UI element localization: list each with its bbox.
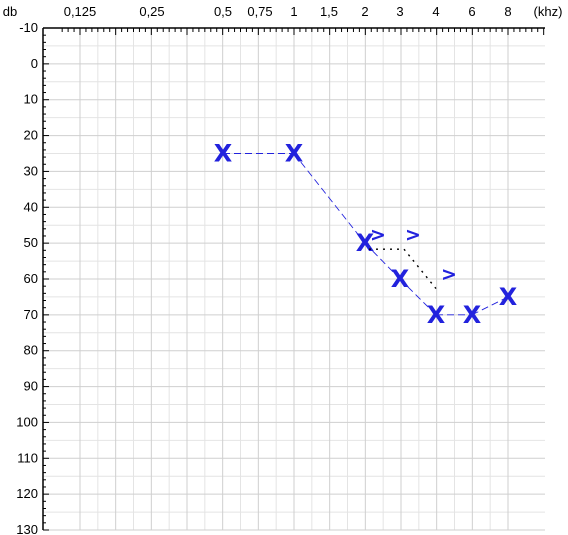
y-tick-label: 40 — [24, 199, 38, 214]
x-tick-label: 2 — [361, 4, 368, 19]
x-tick-label: 0,75 — [247, 4, 272, 19]
x-tick-label: 0,5 — [214, 4, 232, 19]
x-tick-label: 1 — [290, 4, 297, 19]
y-tick-label: 80 — [24, 343, 38, 358]
major-gridlines — [43, 27, 545, 531]
x-marker-point: X — [463, 301, 482, 329]
x-marker-point: X — [391, 265, 410, 293]
x-tick-label: 3 — [396, 4, 403, 19]
bone-marker-point: > — [370, 224, 386, 246]
y-tick-label: 0 — [31, 56, 38, 71]
y-tick-label: 60 — [24, 271, 38, 286]
axis-ticks — [43, 27, 545, 531]
x-tick-label: 6 — [468, 4, 475, 19]
x-tick-label: 8 — [504, 4, 511, 19]
x-tick-label: 0,25 — [139, 4, 164, 19]
x-marker-point: X — [499, 283, 518, 311]
y-tick-label: 70 — [24, 307, 38, 322]
bone-marker-point: > — [405, 224, 421, 246]
x-unit-label: (khz) — [534, 4, 563, 19]
bone-marker-point: > — [441, 264, 457, 286]
y-tick-label: 10 — [24, 92, 38, 107]
y-unit-label: db — [3, 4, 17, 19]
series-segment — [293, 153, 366, 244]
series-segment — [471, 296, 509, 316]
x-tick-label: 1,5 — [320, 4, 338, 19]
x-marker-point: X — [427, 301, 446, 329]
series-segment — [399, 278, 437, 316]
y-tick-label: 100 — [16, 414, 38, 429]
y-tick-label: 130 — [16, 522, 38, 535]
y-tick-label: -10 — [19, 20, 38, 35]
x-tick-label: 0,125 — [64, 4, 97, 19]
x-marker-point: X — [214, 140, 233, 168]
y-tick-label: 50 — [24, 235, 38, 250]
x-marker-point: X — [285, 140, 304, 168]
series-segment — [364, 242, 401, 280]
x-marker-point: X — [356, 229, 375, 257]
y-tick-label: 110 — [17, 450, 38, 465]
axis-labels: 0,125 0,25 0,5 0,75 1 1,5 2 3 4 6 8 (khz) db-10 0 10 20… — [3, 4, 563, 535]
y-tick-label: 90 — [24, 379, 38, 394]
y-tick-label: 30 — [24, 163, 38, 178]
x-tick-label: 4 — [432, 4, 439, 19]
y-tick-label: 120 — [16, 486, 38, 501]
series-segment — [403, 248, 437, 290]
y-tick-label: 20 — [24, 128, 38, 143]
